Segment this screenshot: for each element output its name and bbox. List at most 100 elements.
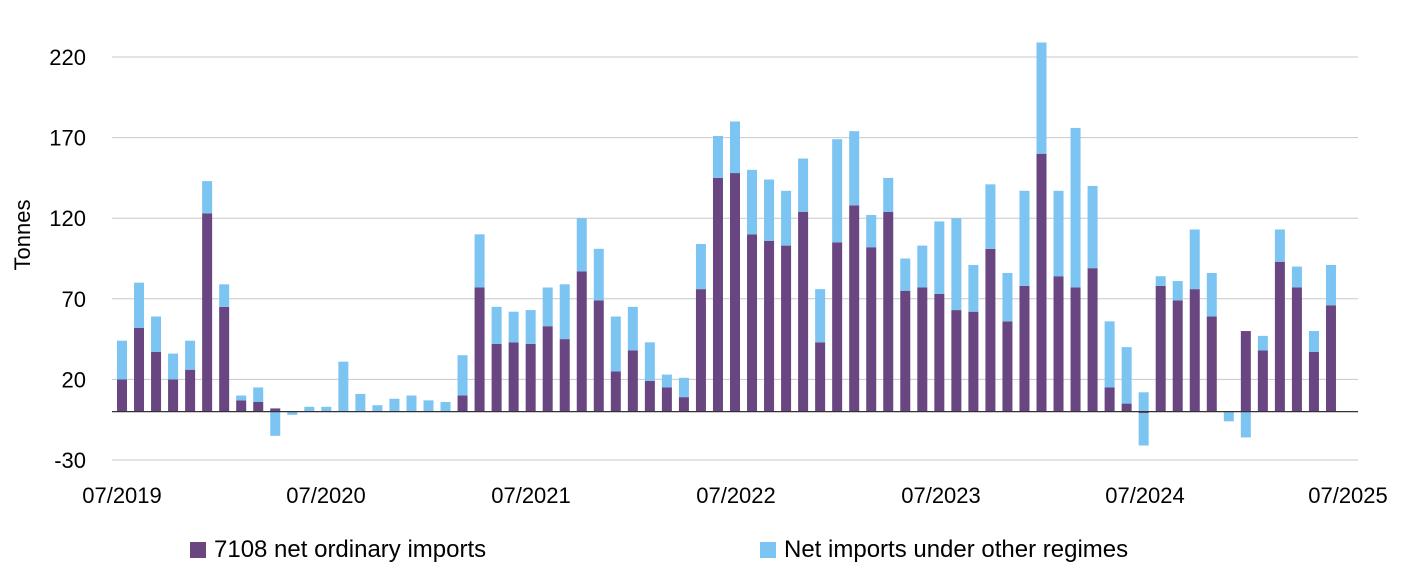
- bar-ordinary: [508, 342, 519, 412]
- bar-group: [1155, 276, 1166, 412]
- bar-group: [883, 177, 894, 412]
- bar-group: [1274, 229, 1285, 412]
- y-tick-label: 20: [62, 367, 86, 392]
- bar-other-regimes: [832, 139, 843, 243]
- legend-item-ordinary: 7108 net ordinary imports: [190, 536, 486, 564]
- bar-other-regimes: [1172, 281, 1183, 301]
- bar-group: [1087, 185, 1098, 412]
- bar-ordinary: [1155, 285, 1166, 412]
- bar-group: [610, 316, 621, 412]
- bar-other-regimes: [525, 310, 536, 344]
- bar-group: [1070, 127, 1081, 412]
- bar-group: [440, 401, 451, 412]
- bar-ordinary: [576, 271, 587, 412]
- bar-group: [781, 190, 792, 412]
- bar-group: [1036, 42, 1047, 412]
- bar-ordinary: [747, 234, 758, 412]
- bar-group: [151, 316, 162, 412]
- bar-other-regimes: [1308, 331, 1319, 352]
- bar-ordinary: [236, 400, 247, 412]
- bar-chart-svg: -30 20 70 120 170 220 Tonnes 07/2019 07/2020 07/2…: [10, 42, 1388, 508]
- bar-ordinary: [695, 289, 706, 412]
- bar-other-regimes: [968, 264, 979, 312]
- bar-other-regimes: [815, 289, 826, 343]
- x-tick-label: 07/2021: [491, 483, 571, 508]
- bar-ordinary: [661, 387, 672, 412]
- bar-group: [542, 287, 553, 412]
- bar-other-regimes: [678, 377, 689, 398]
- bar-other-regimes: [253, 387, 264, 402]
- bar-group: [219, 284, 230, 412]
- bar-ordinary: [185, 369, 196, 412]
- bar-ordinary: [219, 306, 230, 412]
- y-tick-label: 120: [49, 206, 86, 231]
- bar-other-regimes: [1053, 190, 1064, 277]
- legend: 7108 net ordinary imports Net imports un…: [0, 530, 1402, 570]
- bar-group: [134, 282, 145, 412]
- bar-other-regimes: [321, 406, 332, 412]
- bar-group: [730, 121, 740, 412]
- bar-group: [236, 395, 247, 412]
- bar-ordinary: [168, 379, 179, 412]
- bar-other-regimes: [576, 218, 587, 272]
- bar-other-regimes: [798, 158, 809, 212]
- bar-group: [576, 218, 587, 412]
- bar-other-regimes: [1070, 127, 1081, 288]
- bar-ordinary: [1036, 153, 1047, 412]
- bar-other-regimes: [542, 287, 553, 327]
- bar-group: [304, 406, 315, 412]
- bar-ordinary: [985, 248, 996, 412]
- bar-group: [406, 395, 417, 412]
- bar-other-regimes: [1138, 413, 1149, 446]
- bar-group: [474, 234, 485, 412]
- bar-other-regimes: [219, 284, 230, 307]
- bar-group: [798, 158, 809, 412]
- bar-other-regimes: [1019, 190, 1030, 286]
- bar-ordinary: [1138, 411, 1149, 414]
- bar-group: [1223, 411, 1234, 422]
- bar-group: [1053, 190, 1064, 412]
- legend-label-other-regimes: Net imports under other regimes: [784, 536, 1129, 563]
- bar-other-regimes: [951, 218, 962, 311]
- bar-group: [491, 306, 502, 412]
- bar-ordinary: [798, 211, 809, 412]
- bar-other-regimes: [1155, 276, 1166, 286]
- bar-ordinary: [1053, 276, 1064, 412]
- legend-item-other-regimes: Net imports under other regimes: [760, 536, 1128, 564]
- x-tick-label: 07/2025: [1308, 483, 1388, 508]
- bar-other-regimes: [287, 411, 298, 415]
- x-tick-label: 07/2024: [1105, 483, 1185, 508]
- bar-group: [917, 245, 928, 412]
- bar-group: [270, 408, 281, 436]
- bar-ordinary: [1325, 305, 1336, 412]
- bar-group: [849, 131, 860, 412]
- bar-ordinary: [1121, 403, 1132, 412]
- bar-ordinary: [253, 401, 264, 412]
- bar-other-regimes: [849, 131, 860, 206]
- bar-group: [900, 258, 911, 412]
- bar-other-regimes: [1087, 185, 1098, 269]
- bar-other-regimes: [1240, 411, 1251, 438]
- bar-other-regimes: [338, 361, 349, 412]
- bar-other-regimes: [1291, 266, 1302, 288]
- bar-group: [1002, 273, 1013, 412]
- bar-group: [661, 374, 672, 412]
- bar-group: [389, 398, 400, 412]
- x-tick-label: 07/2020: [286, 483, 366, 508]
- bar-other-regimes: [593, 248, 604, 301]
- bar-ordinary: [764, 240, 775, 412]
- bar-ordinary: [1291, 287, 1302, 412]
- bar-other-regimes: [304, 406, 315, 412]
- bar-other-regimes: [1274, 229, 1285, 262]
- bar-other-regimes: [491, 306, 502, 344]
- bar-other-regimes: [168, 353, 179, 380]
- bar-other-regimes: [559, 284, 570, 340]
- bar-group: [287, 411, 298, 415]
- bar-ordinary: [627, 350, 638, 412]
- bar-ordinary: [644, 381, 655, 412]
- bar-group: [168, 353, 179, 412]
- bar-other-regimes: [781, 190, 792, 246]
- bar-other-regimes: [270, 411, 281, 436]
- bar-ordinary: [1087, 268, 1098, 412]
